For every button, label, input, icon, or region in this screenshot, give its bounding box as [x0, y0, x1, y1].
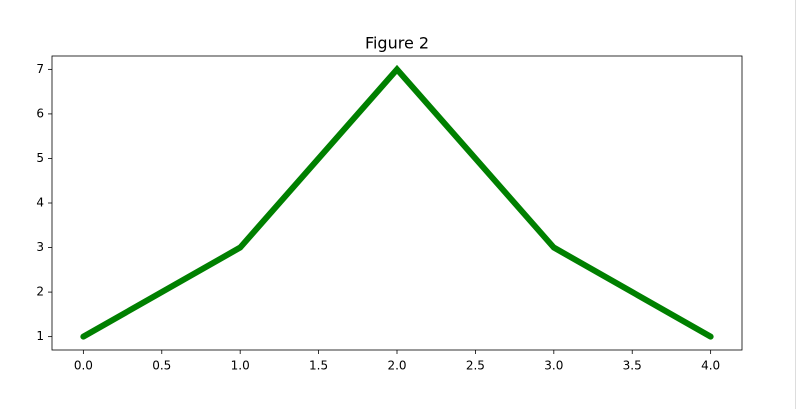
data-line [80, 64, 714, 340]
x-tick-label: 4.0 [701, 359, 720, 373]
y-tick-label: 7 [36, 62, 44, 76]
y-tick-label: 4 [36, 196, 44, 210]
y-tick-label: 3 [36, 240, 44, 254]
plot-frame [51, 55, 743, 351]
y-tick-label: 1 [36, 329, 44, 343]
x-tick-label: 3.0 [544, 359, 563, 373]
chart-title: Figure 2 [365, 34, 429, 53]
y-tick-label: 5 [36, 151, 44, 165]
y-tick-label: 6 [36, 106, 44, 120]
x-tick-label: 2.0 [387, 359, 406, 373]
x-tick-label: 1.0 [231, 359, 250, 373]
x-tick-label: 3.5 [623, 359, 642, 373]
x-tick-label: 1.5 [309, 359, 328, 373]
x-tick-label: 2.5 [466, 359, 485, 373]
y-tick-label: 2 [36, 285, 44, 299]
x-tick-label: 0.0 [74, 359, 93, 373]
x-tick-label: 0.5 [152, 359, 171, 373]
